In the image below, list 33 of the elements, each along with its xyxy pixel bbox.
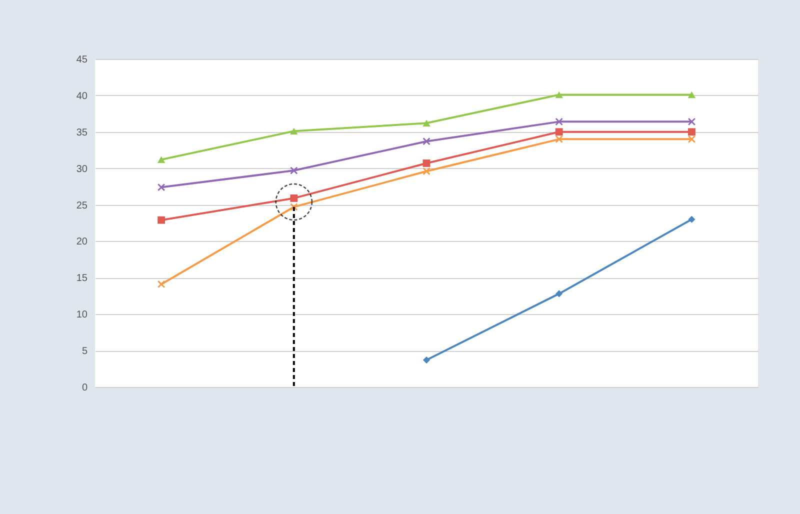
y-tick-label: 20 xyxy=(76,236,88,248)
y-tick-label: 45 xyxy=(76,54,88,66)
point xyxy=(290,194,298,202)
point xyxy=(555,135,564,144)
point xyxy=(422,120,430,126)
point xyxy=(422,160,430,167)
point xyxy=(157,156,166,163)
point xyxy=(556,290,563,298)
point xyxy=(290,203,298,211)
y-tick-label: 5 xyxy=(82,346,88,358)
point xyxy=(688,91,696,98)
point xyxy=(555,118,564,126)
y-tick-label: 35 xyxy=(76,127,88,138)
point xyxy=(422,137,430,146)
point xyxy=(290,166,298,174)
y-tick-label: 40 xyxy=(76,90,88,102)
point xyxy=(688,135,696,144)
point xyxy=(422,167,430,176)
point xyxy=(290,128,298,135)
point xyxy=(555,91,563,98)
point xyxy=(688,216,696,223)
point xyxy=(158,216,166,224)
y-tick-label: 15 xyxy=(76,273,88,284)
point xyxy=(157,183,166,192)
point xyxy=(688,128,696,136)
y-tick-label: 30 xyxy=(76,164,88,175)
y-tick-label: 25 xyxy=(76,200,88,212)
point xyxy=(422,356,430,364)
point xyxy=(555,128,563,136)
y-tick-label: 10 xyxy=(76,310,88,321)
point xyxy=(688,118,696,126)
y-tick-label: 0 xyxy=(82,382,88,394)
point xyxy=(157,280,166,288)
